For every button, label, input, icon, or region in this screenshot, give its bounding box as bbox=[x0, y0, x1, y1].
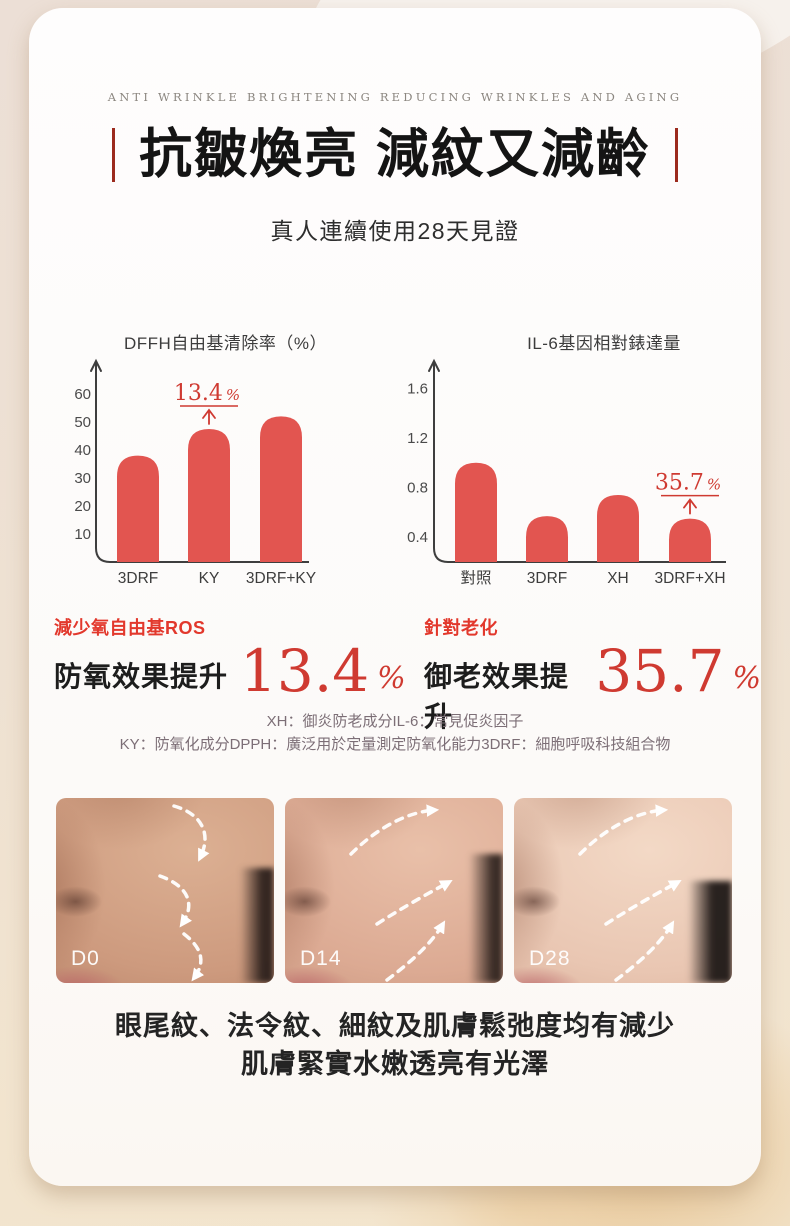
result-caption: 眼尾紋、法令紋、細紋及肌膚鬆弛度均有減少 肌膚緊實水嫩透亮有光澤 bbox=[29, 1008, 761, 1084]
before-after-photos: D0 D14 D28 bbox=[56, 798, 732, 983]
subtitle: 真人連續使用28天見證 bbox=[270, 218, 520, 244]
svg-text:1.2: 1.2 bbox=[407, 430, 428, 447]
stat-value: 13.4 bbox=[240, 637, 370, 705]
svg-text:對照: 對照 bbox=[460, 569, 491, 587]
stat-line: 御老效果提升 35.7 % bbox=[424, 642, 761, 735]
chart-title-il6: IL-6基因相對錶達量 bbox=[527, 334, 681, 353]
stat-block-antiaging: 針對老化 御老效果提升 35.7 % bbox=[424, 614, 761, 735]
hair-shadow bbox=[469, 853, 503, 983]
svg-text:30: 30 bbox=[74, 470, 91, 487]
photo-day14: D14 bbox=[285, 798, 503, 983]
headline-row: 抗皺煥亮 減紋又減齡 bbox=[29, 125, 761, 184]
content-card: ANTI WRINKLE BRIGHTENING REDUCING WRINKL… bbox=[29, 8, 761, 1186]
headline-right-mark bbox=[674, 128, 678, 183]
hair-shadow bbox=[688, 881, 732, 983]
photo-day0: D0 bbox=[56, 798, 274, 983]
svg-text:3DRF: 3DRF bbox=[118, 570, 158, 587]
stat-tag: 針對老化 bbox=[424, 618, 498, 638]
footnote-line: KY：防氧化成分DPPH：廣泛用於定量測定防氧化能力3DRF：細胞呼吸科技組合物 bbox=[119, 736, 671, 754]
stat-value: 35.7 bbox=[595, 637, 725, 705]
svg-text:XH: XH bbox=[607, 570, 629, 587]
caption-line: 眼尾紋、法令紋、細紋及肌膚鬆弛度均有減少 bbox=[115, 1011, 675, 1041]
hair-shadow bbox=[240, 868, 274, 983]
photo-day28: D28 bbox=[514, 798, 732, 983]
page-title: 抗皺煥亮 減紋又減齡 bbox=[139, 125, 651, 184]
footnotes: XH：御炎防老成分IL-6：常見促炎因子 KY：防氧化成分DPPH：廣泛用於定量… bbox=[29, 710, 761, 757]
photo-label: D14 bbox=[300, 947, 342, 970]
svg-text:KY: KY bbox=[199, 570, 220, 587]
svg-text:35.7%: 35.7% bbox=[655, 471, 721, 496]
stat-line: 防氧效果提升 13.4 % bbox=[54, 637, 406, 705]
svg-text:10: 10 bbox=[74, 526, 91, 543]
caption-line: 肌膚緊實水嫩透亮有光澤 bbox=[241, 1048, 549, 1079]
stat-block-antioxidant: 減少氧自由基ROS 防氧效果提升 13.4 % bbox=[54, 614, 406, 705]
svg-text:3DRF+XH: 3DRF+XH bbox=[654, 570, 725, 587]
svg-text:3DRF+KY: 3DRF+KY bbox=[246, 570, 316, 587]
chart-title-dffh: DFFH自由基清除率（%） bbox=[124, 334, 327, 353]
svg-text:0.4: 0.4 bbox=[407, 529, 428, 546]
lifting-trend-arrows-icon bbox=[349, 804, 453, 982]
svg-text:40: 40 bbox=[74, 442, 91, 459]
stat-tag: 減少氧自由基ROS bbox=[54, 618, 206, 638]
stat-unit: % bbox=[377, 661, 406, 696]
photo-label: D28 bbox=[529, 947, 571, 970]
footnote-line: XH：御炎防老成分IL-6：常見促炎因子 bbox=[266, 713, 524, 730]
svg-text:13.4%: 13.4% bbox=[174, 381, 240, 406]
svg-text:1.6: 1.6 bbox=[407, 380, 428, 397]
svg-text:20: 20 bbox=[74, 498, 91, 515]
lifting-trend-arrows-icon bbox=[578, 804, 682, 982]
stat-label: 防氧效果提升 bbox=[54, 661, 229, 692]
photo-label: D0 bbox=[71, 947, 100, 970]
svg-text:3DRF: 3DRF bbox=[527, 570, 567, 587]
stat-unit: % bbox=[732, 661, 761, 696]
stat-label: 御老效果提升 bbox=[424, 661, 570, 732]
headline-left-mark bbox=[112, 128, 116, 183]
bar-charts-canvas: 10 20 30 40 50 60 3DRF KY 3DRF+KY 13.4 % 0.4 0.8 1.2 1… bbox=[74, 358, 726, 587]
svg-text:0.8: 0.8 bbox=[407, 480, 428, 497]
svg-text:60: 60 bbox=[74, 386, 91, 403]
eyebrow-text: ANTI WRINKLE BRIGHTENING REDUCING WRINKL… bbox=[107, 90, 683, 104]
sagging-trend-arrows-icon bbox=[158, 804, 210, 982]
svg-text:50: 50 bbox=[74, 414, 91, 431]
